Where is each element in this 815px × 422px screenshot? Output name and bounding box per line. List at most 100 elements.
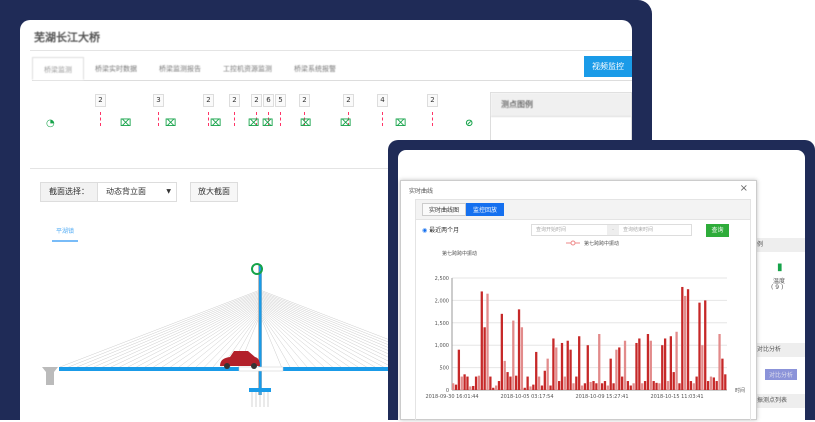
data-bar (566, 340, 569, 390)
data-bar (678, 383, 681, 390)
data-bar (457, 349, 461, 390)
sensor-marker-line (304, 112, 305, 126)
sensor-count-badge[interactable]: 5 (275, 94, 286, 107)
tab-bridge-monitor[interactable]: 桥梁监测 (32, 57, 84, 80)
legend-marker (570, 240, 576, 246)
y-axis-title: 第七跨跨中振动 (442, 250, 477, 257)
stay-cable (259, 315, 282, 368)
data-bar (474, 376, 478, 390)
data-bar (606, 385, 609, 390)
sensor-count-badge[interactable]: 3 (153, 94, 164, 107)
x-tick-label: 2018-10-05 03:17:54 (500, 394, 553, 400)
sensor-count-badge[interactable]: 2 (427, 94, 438, 107)
data-bar (578, 336, 581, 390)
sensor-marker-line (208, 112, 209, 126)
sensor-count-badge[interactable]: 2 (95, 94, 106, 107)
data-bar (469, 386, 472, 390)
data-bar (552, 338, 555, 390)
data-bar (500, 313, 503, 390)
car-icon (220, 351, 260, 369)
close-icon[interactable]: × (739, 183, 748, 194)
legend-fragment: 例 (757, 238, 805, 252)
stay-cable (259, 295, 390, 355)
data-bar (598, 334, 601, 390)
acceleration-sensor-icon[interactable]: ◔ (46, 118, 55, 129)
data-bar (589, 381, 592, 390)
sensor-marker-line (234, 112, 235, 126)
stay-cable (259, 305, 350, 368)
data-bar (454, 384, 458, 390)
stay-cable (204, 310, 261, 368)
strain-sensor-icon[interactable]: ⌧ (210, 118, 222, 129)
video-monitor-button[interactable]: 视频监控 (584, 56, 632, 77)
tab-realtime-data[interactable]: 桥梁实时数据 (95, 65, 137, 73)
strain-sensor-icon[interactable]: ⌧ (395, 118, 407, 129)
stay-cable (259, 289, 390, 341)
section-label: 截面选择： (41, 183, 98, 201)
recent-two-months-radio[interactable]: ◉ 最近两个月 (422, 225, 459, 234)
displacement-sensor-icon[interactable]: ⊘ (465, 118, 474, 129)
zoom-section-button[interactable]: 放大截面 (190, 182, 238, 202)
end-time-input[interactable]: 查询结束时间 (623, 227, 654, 233)
data-bar (572, 383, 575, 390)
tab-alarms[interactable]: 桥梁系统报警 (294, 65, 336, 73)
data-bar (483, 327, 486, 390)
data-bar (592, 381, 595, 390)
data-bar (715, 381, 718, 390)
sensor-count-badge[interactable]: 2 (299, 94, 310, 107)
sensor-count-badge[interactable]: 4 (377, 94, 388, 107)
range-separator: - (607, 225, 619, 235)
data-bar (489, 376, 492, 390)
data-bar (704, 300, 707, 390)
query-button[interactable]: 查询 (706, 224, 729, 237)
stay-cable (170, 305, 261, 368)
data-bar (595, 383, 598, 390)
strain-sensor-icon[interactable]: ⌧ (300, 118, 312, 129)
temp-count: ( 9 ) (771, 284, 784, 291)
realtime-curve-modal: 实时曲线 × 实时曲线图 监控回放 ◉ 最近两个月 查询开始时间 - 查询结束时… (400, 180, 757, 421)
stay-cable (259, 298, 390, 363)
data-bar (463, 374, 466, 390)
data-bar (555, 347, 558, 390)
data-bar (646, 334, 650, 390)
data-bar (658, 383, 661, 390)
data-bar (492, 387, 495, 390)
page-title: 芜湖长江大桥 (34, 31, 100, 44)
direction-label: 平湖镇 (56, 228, 75, 235)
tab-realtime-curve[interactable]: 实时曲线图 (422, 203, 467, 216)
sensor-marker-line (158, 112, 159, 126)
stay-cable (259, 301, 376, 368)
data-bar (643, 381, 647, 390)
sensor-count-badge[interactable]: 6 (263, 94, 274, 107)
data-bar (543, 370, 546, 390)
strain-sensor-icon[interactable]: ⌧ (340, 118, 352, 129)
stay-cable (76, 292, 261, 368)
stay-cable (93, 294, 261, 368)
main-tabs: 桥梁监测 桥梁实时数据 桥梁监测报告 工控机资源监测 桥梁系统报警 (32, 57, 632, 81)
strain-sensor-icon[interactable]: ⌧ (165, 118, 177, 129)
sensor-count-badge[interactable]: 2 (229, 94, 240, 107)
y-tick-label: 500 (439, 366, 449, 372)
strain-sensor-icon[interactable]: ⌧ (262, 118, 274, 129)
data-bar (603, 381, 607, 390)
data-bar (609, 358, 612, 390)
tab-report[interactable]: 桥梁监测报告 (159, 65, 201, 73)
sensor-count-badge[interactable]: 2 (251, 94, 262, 107)
stay-cable (68, 290, 261, 368)
data-bar (497, 381, 501, 390)
data-bar (706, 381, 710, 390)
compare-button[interactable]: 对比分析 (765, 369, 798, 380)
data-bar (512, 320, 515, 390)
sensor-count-badge[interactable]: 2 (203, 94, 214, 107)
tab-ipc-resources[interactable]: 工控机资源监测 (223, 65, 272, 73)
data-bar (494, 385, 498, 390)
start-time-input[interactable]: 查询开始时间 (536, 227, 567, 233)
strain-sensor-icon[interactable]: ⌧ (248, 118, 260, 129)
section-select[interactable]: 截面选择： 动态背立面 ▼ (40, 182, 177, 202)
sensor-count-badge[interactable]: 2 (343, 94, 354, 107)
tab-playback[interactable]: 监控回放 (466, 203, 505, 216)
strain-sensor-icon[interactable]: ⌧ (120, 118, 132, 129)
sensor-marker-line (348, 112, 349, 126)
data-bar (629, 385, 632, 390)
data-bar (452, 383, 455, 390)
